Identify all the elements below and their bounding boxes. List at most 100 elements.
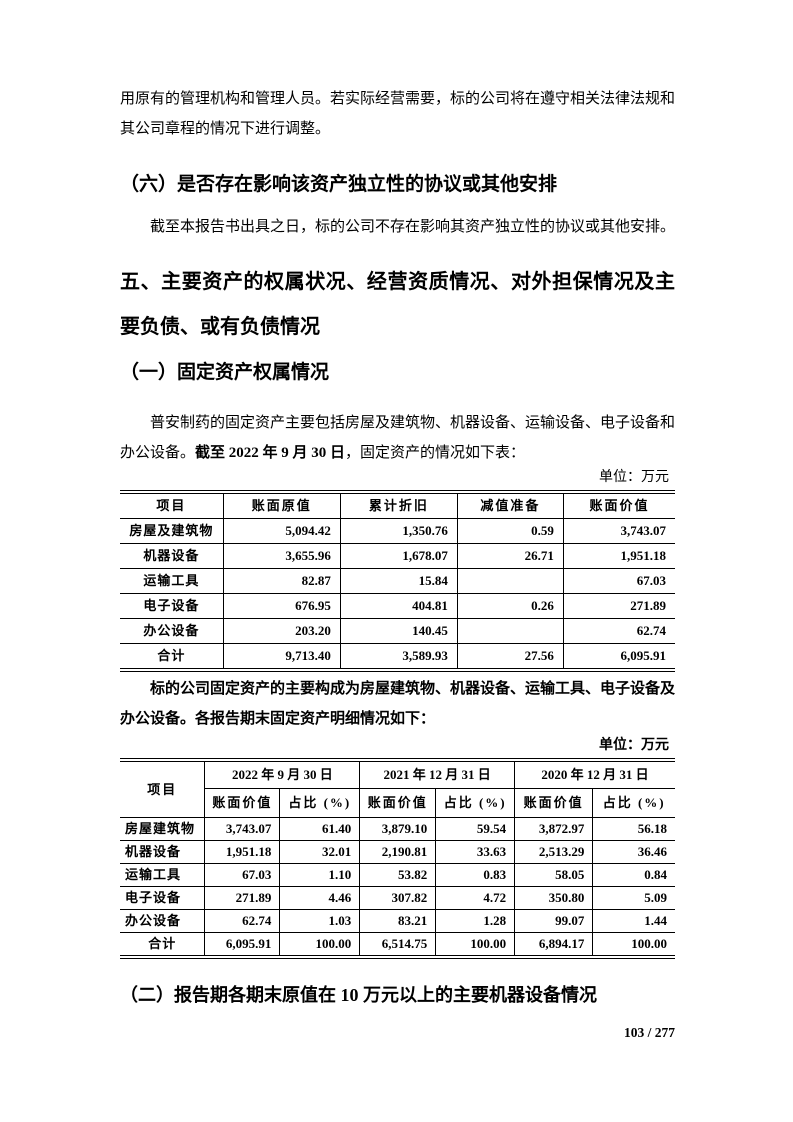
table-cell: 203.20 <box>222 618 341 644</box>
unit-label-2: 单位：万元 <box>599 738 669 753</box>
table-cell: 6,514.75 <box>359 932 437 955</box>
column-subheader: 占比 (%) <box>435 788 516 818</box>
table-cell: 99.07 <box>514 909 594 933</box>
chapter-heading-5: 五、主要资产的权属状况、经营资质情况、对外担保情况及主要负债、或有负债情况 <box>120 271 675 338</box>
table-cell: 58.05 <box>514 863 594 887</box>
table-row: 机器设备 1,951.18 32.01 2,190.81 33.63 2,513… <box>120 840 675 864</box>
table-cell: 59.54 <box>435 817 516 841</box>
table-row: 电子设备 271.89 4.46 307.82 4.72 350.80 5.09 <box>120 886 675 910</box>
table-cell: 83.21 <box>359 909 437 933</box>
table-row: 电子设备 676.95 404.81 0.26 271.89 <box>120 593 675 619</box>
table-cell: 62.74 <box>562 618 675 644</box>
table-cell: 53.82 <box>359 863 437 887</box>
table-cell: 办公设备 <box>120 909 206 933</box>
column-subheader: 占比 (%) <box>279 788 361 818</box>
table-cell: 运输工具 <box>120 568 224 594</box>
fixed-assets-table: 项目 账面原值 累计折旧 减值准备 账面价值 房屋及建筑物 5,094.42 1… <box>120 494 675 668</box>
table-cell: 67.03 <box>562 568 675 594</box>
column-subheader: 账面价值 <box>359 788 437 818</box>
table-row: 运输工具 82.87 15.84 67.03 <box>120 568 675 594</box>
table-cell: 6,095.91 <box>204 932 281 955</box>
table-cell: 0.59 <box>456 518 564 544</box>
column-subheader: 占比 (%) <box>592 788 675 818</box>
table-subheader-row: 账面价值 占比 (%) 账面价值 占比 (%) 账面价值 占比 (%) <box>120 788 675 818</box>
table-cell: 合计 <box>120 643 224 668</box>
fixed-assets-period-table: 项目 2022 年 9 月 30 日 2021 年 12 月 31 日 2020… <box>120 762 675 955</box>
table-row: 房屋建筑物 3,743.07 61.40 3,879.10 59.54 3,87… <box>120 817 675 841</box>
table-cell: 2,513.29 <box>514 840 594 864</box>
column-header: 累计折旧 <box>339 494 458 519</box>
table-cell: 33.63 <box>435 840 516 864</box>
table-cell: 26.71 <box>456 543 564 569</box>
table-row: 机器设备 3,655.96 1,678.07 26.71 1,951.18 <box>120 543 675 569</box>
table-header-row: 项目 账面原值 累计折旧 减值准备 账面价值 <box>120 494 675 519</box>
table-total-row: 合计 9,713.40 3,589.93 27.56 6,095.91 <box>120 643 675 668</box>
table-row: 运输工具 67.03 1.10 53.82 0.83 58.05 0.84 <box>120 863 675 887</box>
fixed-assets-period-table-wrap: 项目 2022 年 9 月 30 日 2021 年 12 月 31 日 2020… <box>120 758 675 959</box>
column-header-period: 2020 年 12 月 31 日 <box>514 762 675 789</box>
heading-section-1: （一）固定资产权属情况 <box>120 362 330 383</box>
page-content: 用原有的管理机构和管理人员。若实际经营需要，标的公司将在遵守相关法律法规和其公司… <box>120 0 675 1041</box>
table-cell: 1,951.18 <box>204 840 281 864</box>
column-subheader: 账面价值 <box>514 788 594 818</box>
column-header-period: 2021 年 12 月 31 日 <box>359 762 516 789</box>
table-cell: 运输工具 <box>120 863 206 887</box>
table-cell: 0.83 <box>435 863 516 887</box>
table-cell: 67.03 <box>204 863 281 887</box>
table-cell: 电子设备 <box>120 886 206 910</box>
table-cell: 3,743.07 <box>562 518 675 544</box>
heading-section-2: （二）报告期各期末原值在 10 万元以上的主要机器设备情况 <box>120 985 597 1005</box>
fixed-assets-table-wrap: 项目 账面原值 累计折旧 减值准备 账面价值 房屋及建筑物 5,094.42 1… <box>120 490 675 672</box>
continuation-paragraph: 用原有的管理机构和管理人员。若实际经营需要，标的公司将在遵守相关法律法规和其公司… <box>120 91 676 137</box>
column-header: 减值准备 <box>456 494 564 519</box>
table-cell: 307.82 <box>359 886 437 910</box>
table-cell: 62.74 <box>204 909 281 933</box>
table-cell: 1,350.76 <box>339 518 458 544</box>
column-header: 账面原值 <box>222 494 341 519</box>
table-cell: 0.84 <box>592 863 675 887</box>
table-row: 房屋及建筑物 5,094.42 1,350.76 0.59 3,743.07 <box>120 518 675 544</box>
independence-paragraph: 截至本报告书出具之日，标的公司不存在影响其资产独立性的协议或其他安排。 <box>150 219 676 235</box>
table-cell: 1.10 <box>279 863 361 887</box>
table-cell: 3,743.07 <box>204 817 281 841</box>
table-cell: 350.80 <box>514 886 594 910</box>
table-cell: 404.81 <box>339 593 458 619</box>
table-cell: 1,951.18 <box>562 543 675 569</box>
table-cell: 61.40 <box>279 817 361 841</box>
table-cell: 100.00 <box>435 932 516 955</box>
table-cell: 电子设备 <box>120 593 224 619</box>
table-cell: 56.18 <box>592 817 675 841</box>
table-cell: 3,879.10 <box>359 817 437 841</box>
table-cell: 机器设备 <box>120 543 224 569</box>
page-number: 103 / 277 <box>623 1025 675 1040</box>
table-cell <box>456 618 564 644</box>
table-cell: 9,713.40 <box>222 643 341 668</box>
intro-text-regular-tail: ，固定资产的情况如下表： <box>345 445 526 461</box>
table-total-row: 合计 6,095.91 100.00 6,514.75 100.00 6,894… <box>120 932 675 955</box>
table-cell: 1.03 <box>279 909 361 933</box>
fixed-assets-intro-paragraph: 普安制药的固定资产主要包括房屋及建筑物、机器设备、运输设备、电子设备和办公设备。… <box>120 408 675 468</box>
column-header: 账面价值 <box>562 494 675 519</box>
table-cell: 100.00 <box>592 932 675 955</box>
table-cell: 27.56 <box>456 643 564 668</box>
table-cell: 100.00 <box>279 932 361 955</box>
table-cell: 15.84 <box>339 568 458 594</box>
table-cell: 合计 <box>120 932 206 955</box>
table-cell: 676.95 <box>222 593 341 619</box>
table-cell: 1,678.07 <box>339 543 458 569</box>
table-cell: 办公设备 <box>120 618 224 644</box>
table-cell: 3,872.97 <box>514 817 594 841</box>
table-cell: 房屋及建筑物 <box>120 518 224 544</box>
column-header-period: 2022 年 9 月 30 日 <box>204 762 361 789</box>
table-cell: 3,655.96 <box>222 543 341 569</box>
heading-section-6: （六）是否存在影响该资产独立性的协议或其他安排 <box>120 174 558 195</box>
table-cell: 5.09 <box>592 886 675 910</box>
column-header: 项目 <box>120 494 224 519</box>
table-cell: 271.89 <box>562 593 675 619</box>
table-cell: 1.28 <box>435 909 516 933</box>
table-cell: 82.87 <box>222 568 341 594</box>
table-cell: 4.72 <box>435 886 516 910</box>
intro-text-bold-date: 截至 2022 年 9 月 30 日 <box>195 445 346 461</box>
table-cell: 271.89 <box>204 886 281 910</box>
